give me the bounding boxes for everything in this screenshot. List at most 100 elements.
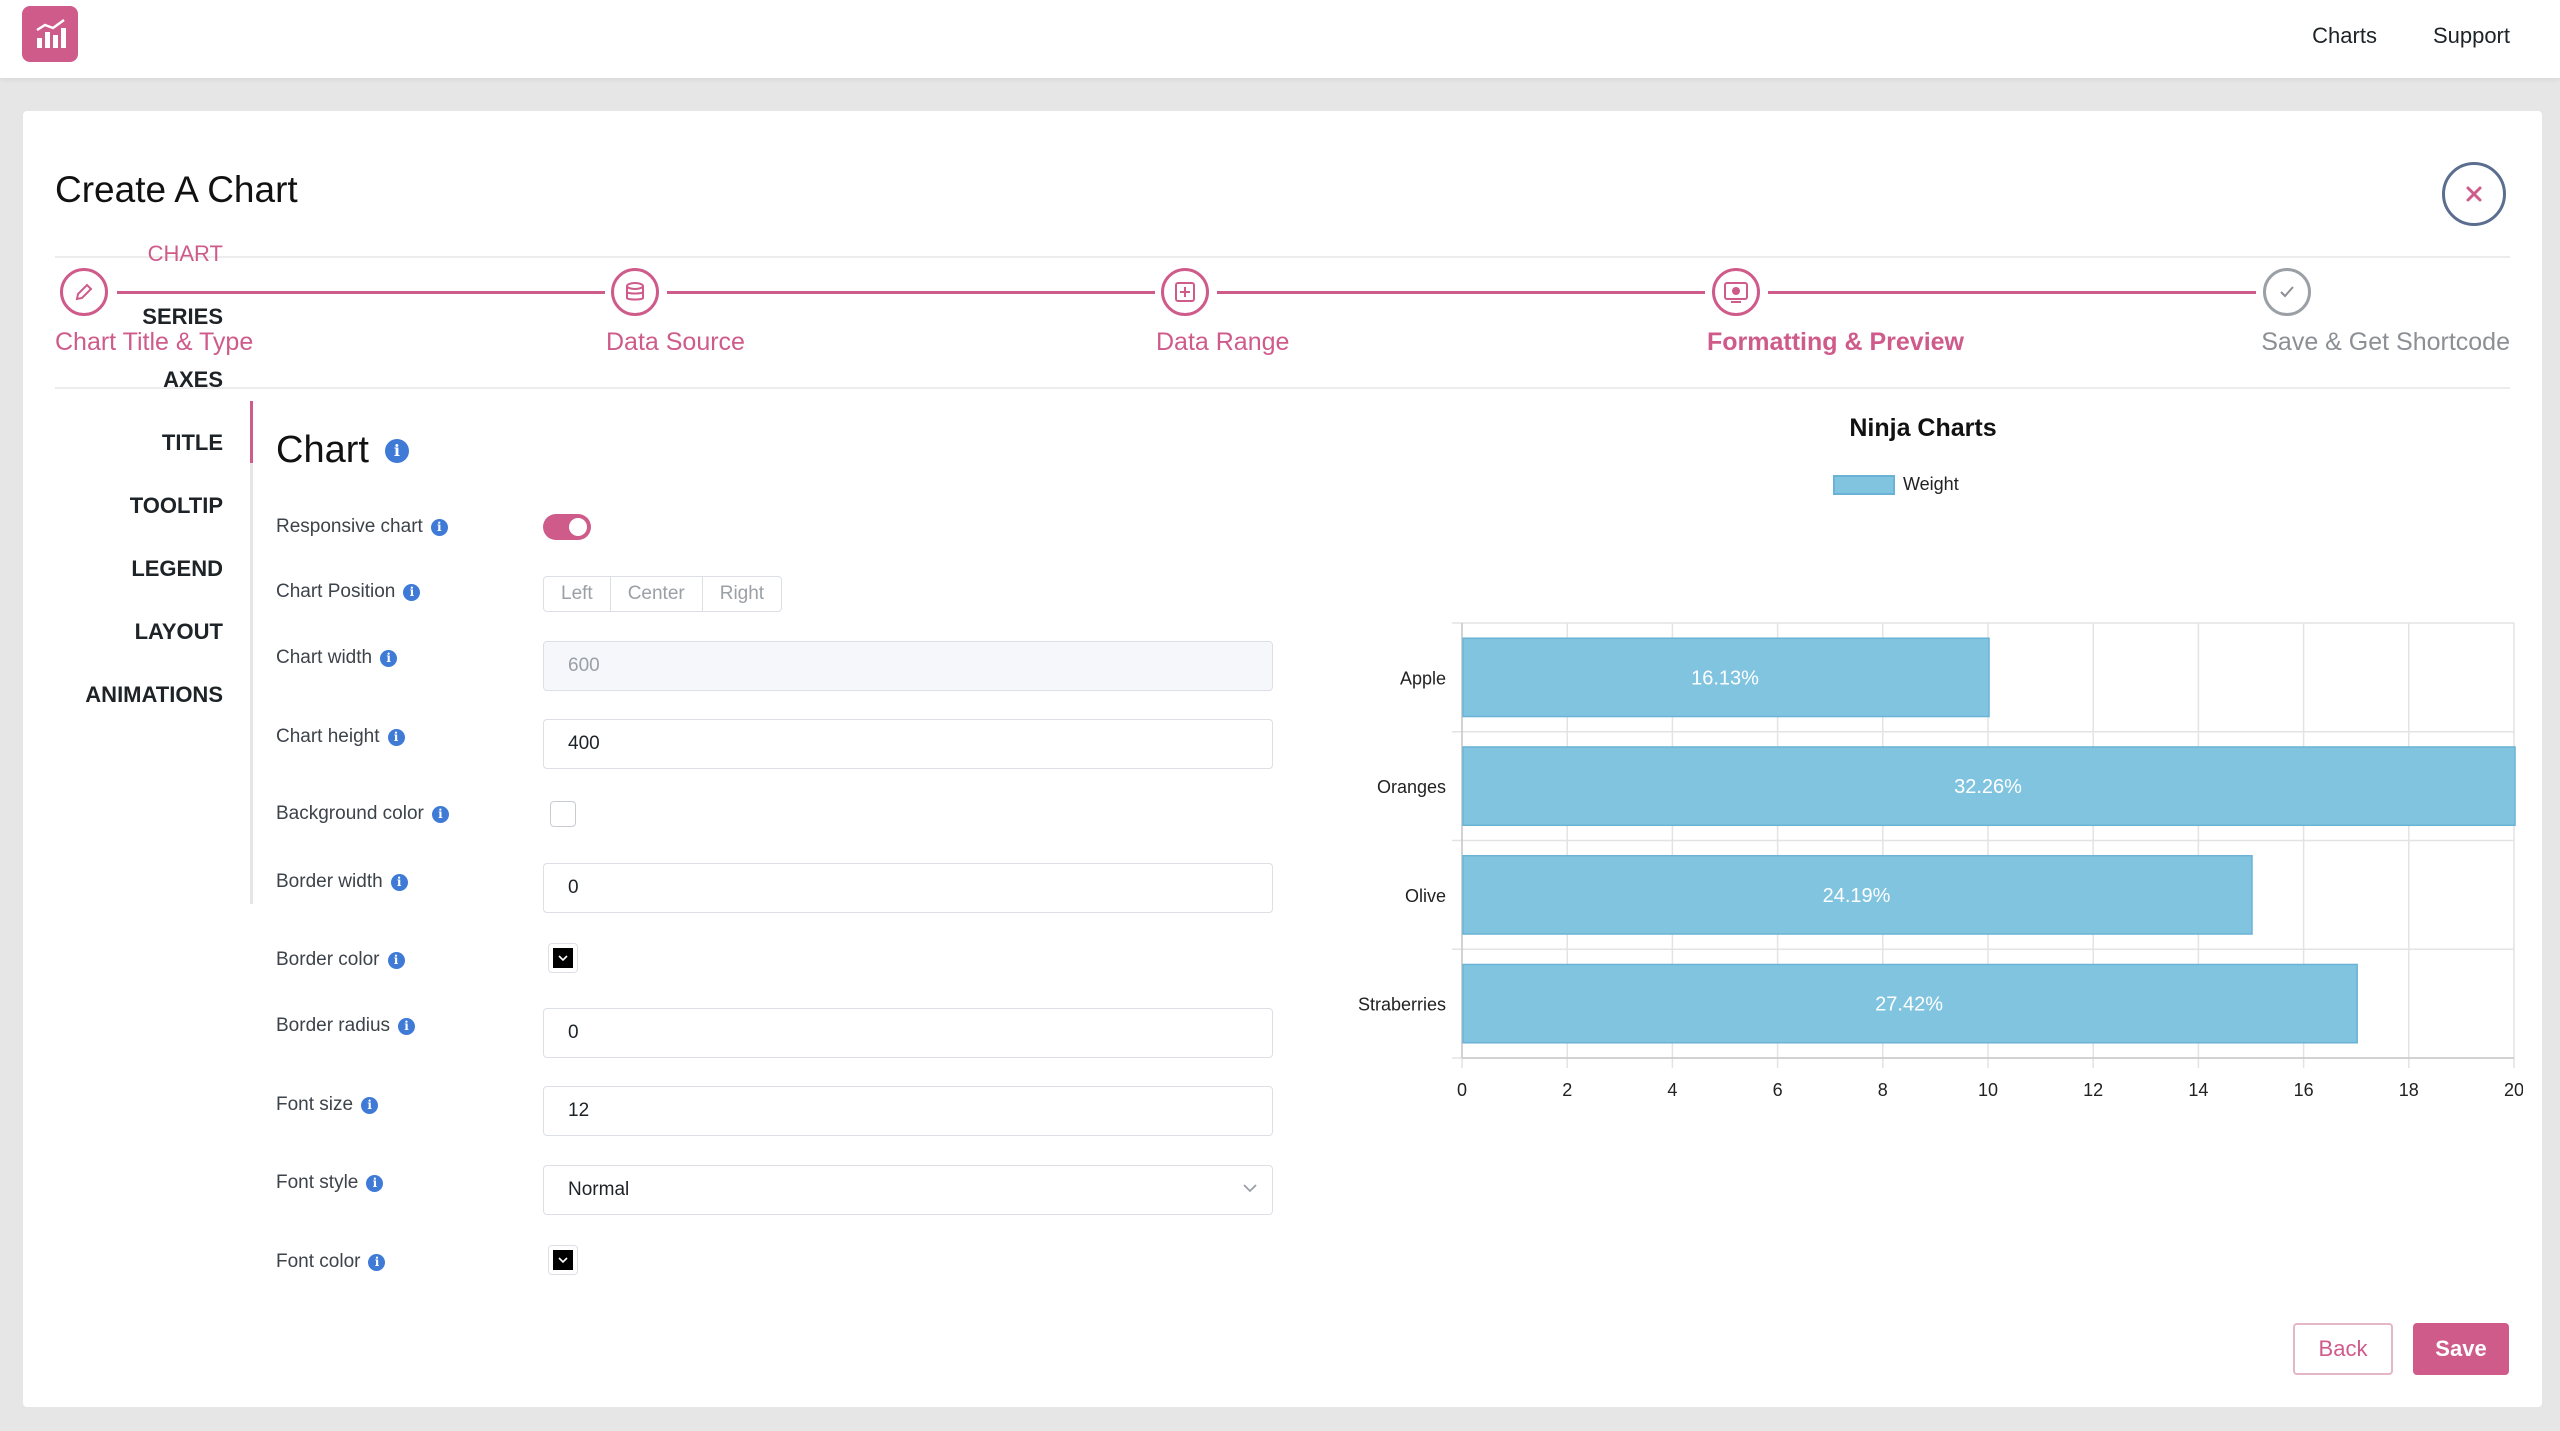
border-width-input[interactable]: 0 [543, 863, 1273, 913]
x-tick-label: 14 [2188, 1080, 2208, 1100]
border-radius-label: Border radius i [276, 1015, 416, 1037]
border-radius-input[interactable]: 0 [543, 1008, 1273, 1058]
step-label[interactable]: Save & Get Shortcode [2261, 328, 2510, 356]
chart-width-label: Chart width i [276, 647, 398, 669]
font-style-select[interactable]: Normal [543, 1165, 1273, 1215]
x-tick-label: 18 [2399, 1080, 2419, 1100]
step-label-active[interactable]: Formatting & Preview [1707, 328, 1964, 356]
chart-height-input[interactable]: 400 [543, 719, 1273, 769]
info-icon[interactable]: i [390, 873, 408, 891]
step-label[interactable]: Chart Title & Type [55, 328, 254, 356]
step-connector [1217, 291, 1705, 294]
responsive-chart-toggle[interactable] [543, 514, 591, 540]
sidemenu-item-legend[interactable]: Legend [131, 556, 223, 581]
x-tick-label: 2 [1562, 1080, 1572, 1100]
wizard-stepper: Chart Title & Type Data Source Data Rang… [55, 268, 2510, 378]
sidemenu-item-axes[interactable]: Axes [163, 367, 223, 392]
info-icon[interactable]: i [368, 1253, 386, 1271]
border-color-picker[interactable] [548, 943, 578, 973]
info-icon[interactable]: i [387, 728, 405, 746]
toggle-knob [569, 518, 587, 536]
close-button[interactable] [2442, 162, 2506, 226]
app-logo-icon[interactable] [22, 6, 78, 62]
bar-chart-preview: 0 2 4 6 8 10 12 14 16 18 20 16.13% Apple 32.26% Orange… [1358, 622, 2523, 1100]
sidemenu-item-chart[interactable]: Chart [147, 241, 223, 266]
bar [1462, 746, 2516, 827]
label-text: Background color [276, 803, 424, 824]
step-label[interactable]: Data Source [606, 328, 745, 356]
header-divider [55, 256, 2510, 258]
info-icon[interactable]: i [380, 649, 398, 667]
chart-position-label: Chart Position i [276, 581, 421, 603]
sidemenu-item-animations[interactable]: Animations [85, 682, 223, 707]
sidemenu-item-title[interactable]: Title [161, 430, 223, 455]
font-style-label: Font style i [276, 1172, 384, 1194]
info-icon[interactable]: i [398, 1017, 416, 1035]
font-color-picker[interactable] [548, 1245, 578, 1275]
label-text: Font color [276, 1251, 361, 1272]
save-button[interactable]: Save [2413, 1323, 2509, 1375]
section-title: Chart i [276, 429, 409, 472]
nav-support-link[interactable]: Support [2432, 23, 2510, 48]
info-icon[interactable]: i [384, 438, 409, 463]
y-tick-label: Oranges [1377, 777, 1446, 797]
responsive-chart-label: Responsive chart i [276, 516, 448, 538]
back-button[interactable]: Back [2293, 1323, 2393, 1375]
bar [1462, 963, 2358, 1044]
info-icon[interactable]: i [403, 583, 421, 601]
y-tick-label: Olive [1405, 886, 1446, 906]
position-left-option[interactable]: Left [544, 577, 611, 611]
sidemenu-active-marker [250, 401, 253, 463]
step-connector [1768, 291, 2256, 294]
x-tick-label: 6 [1773, 1080, 1783, 1100]
info-icon[interactable]: i [387, 951, 405, 969]
bar-data-label: 24.19% [1823, 885, 1891, 907]
stepper-divider [55, 387, 2510, 389]
nav-charts-link[interactable]: Charts [2312, 23, 2377, 48]
info-icon[interactable]: i [366, 1174, 384, 1192]
x-tick-label: 4 [1667, 1080, 1677, 1100]
label-text: Border color [276, 949, 380, 970]
position-center-option[interactable]: Center [611, 577, 703, 611]
chart-width-input[interactable]: 600 [543, 641, 1273, 691]
label-text: Border width [276, 871, 383, 892]
create-chart-card: Create A Chart [23, 111, 2542, 1407]
step-label[interactable]: Data Range [1156, 328, 1290, 356]
x-tick-label: 20 [2504, 1080, 2523, 1100]
font-color-label: Font color i [276, 1251, 386, 1273]
color-swatch [553, 1250, 573, 1270]
page-title: Create A Chart [55, 169, 298, 210]
sidemenu-divider [250, 401, 253, 904]
bar-data-label: 16.13% [1691, 667, 1759, 689]
chevron-down-icon [558, 955, 568, 962]
step-2-database-icon[interactable] [611, 268, 659, 316]
sidemenu-item-layout[interactable]: Layout [134, 619, 223, 644]
font-size-label: Font size i [276, 1094, 379, 1116]
step-4-eye-icon[interactable] [1712, 268, 1760, 316]
background-color-picker[interactable] [550, 801, 576, 827]
x-tick-label: 12 [2083, 1080, 2103, 1100]
sidemenu-item-series[interactable]: Series [142, 304, 223, 329]
position-right-option[interactable]: Right [719, 583, 765, 604]
legend-label: Weight [1903, 474, 1959, 494]
label-text: Font size [276, 1094, 354, 1115]
font-size-input[interactable]: 12 [543, 1086, 1273, 1136]
step-1-pencil-icon[interactable] [60, 268, 108, 316]
step-connector [667, 291, 1155, 294]
info-icon[interactable]: i [431, 805, 449, 823]
label-text: Chart width [276, 647, 373, 668]
label-text: Responsive chart [276, 516, 423, 537]
bar-data-label: 32.26% [1954, 776, 2022, 798]
info-icon[interactable]: i [361, 1096, 379, 1114]
step-5-check-icon[interactable] [2263, 268, 2311, 316]
chevron-down-icon [1243, 1184, 1257, 1193]
bar [1462, 637, 1990, 718]
sidemenu-item-tooltip[interactable]: Tooltip [129, 493, 223, 518]
info-icon[interactable]: i [430, 518, 448, 536]
bar-data-label: 27.42% [1875, 994, 1943, 1016]
chart-legend[interactable]: Weight [1833, 474, 1959, 495]
close-icon [2466, 186, 2482, 202]
background-color-label: Background color i [276, 803, 449, 825]
y-tick-label: Apple [1400, 668, 1446, 688]
step-3-table-icon[interactable] [1161, 268, 1209, 316]
